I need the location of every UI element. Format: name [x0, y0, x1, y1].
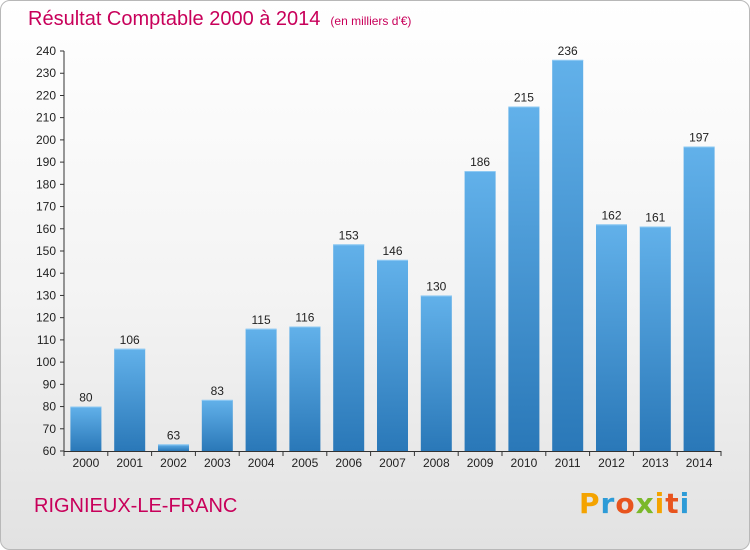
data-label: 161: [645, 211, 665, 225]
bar: [289, 326, 321, 451]
logo-letter: P: [579, 487, 601, 520]
logo-text: Proxiti: [579, 487, 690, 520]
x-tick-label: 2002: [160, 456, 187, 470]
bar: [333, 244, 365, 451]
y-tick-label: 170: [36, 200, 56, 214]
x-tick-label: 2014: [686, 456, 713, 470]
y-tick-label: 200: [36, 133, 56, 147]
data-label: 106: [120, 333, 140, 347]
y-tick-label: 240: [36, 44, 56, 58]
logo-letter: i: [679, 487, 691, 520]
data-label: 116: [295, 311, 314, 325]
y-tick-label: 160: [36, 222, 56, 236]
bar: [464, 171, 496, 451]
y-tick-label: 140: [36, 266, 56, 280]
bar: [639, 226, 671, 451]
x-tick-label: 2013: [642, 456, 669, 470]
data-label: 197: [689, 131, 709, 145]
y-tick-label: 70: [43, 422, 57, 436]
x-tick-label: 2000: [73, 456, 100, 470]
data-label: 186: [470, 155, 490, 169]
logo-letter: t: [665, 487, 680, 520]
bar: [552, 59, 584, 452]
bar: [508, 106, 540, 452]
bar: [158, 444, 189, 451]
y-tick-label: 220: [36, 88, 56, 102]
y-tick-label: 110: [37, 333, 56, 347]
bar: [420, 295, 452, 451]
x-tick-label: 2007: [379, 456, 406, 470]
data-label: 130: [426, 279, 446, 293]
logo-letter: o: [615, 487, 636, 520]
bar: [596, 224, 627, 451]
logo-letter: i: [654, 487, 666, 520]
x-tick-label: 2006: [335, 456, 362, 470]
bar: [683, 146, 715, 452]
data-label: 162: [601, 208, 621, 222]
data-label: 115: [252, 313, 271, 327]
data-label: 80: [79, 391, 93, 405]
chart-unit: (en milliers d'€): [330, 14, 412, 28]
data-label: 236: [558, 44, 578, 58]
bar: [70, 406, 102, 451]
x-tick-label: 2010: [511, 456, 538, 470]
y-tick-label: 80: [43, 400, 57, 414]
y-tick-label: 100: [36, 355, 56, 369]
y-tick-label: 190: [36, 155, 56, 169]
bar: [201, 399, 233, 451]
bar: [114, 348, 146, 451]
y-tick-label: 120: [36, 311, 56, 325]
x-tick-label: 2009: [467, 456, 494, 470]
x-tick-label: 2001: [116, 456, 143, 470]
data-label: 83: [211, 384, 225, 398]
logo-letter: x: [635, 487, 655, 520]
y-tick-label: 150: [36, 244, 56, 258]
proxiti-logo: Proxiti: [579, 487, 690, 520]
bar: [245, 328, 277, 451]
data-label: 215: [514, 91, 534, 105]
x-tick-label: 2008: [423, 456, 450, 470]
y-tick-label: 180: [36, 177, 56, 191]
x-tick-label: 2003: [204, 456, 231, 470]
x-tick-label: 2012: [598, 456, 625, 470]
y-tick-label: 60: [43, 444, 57, 458]
y-tick-label: 130: [36, 288, 56, 302]
data-label: 153: [339, 228, 359, 242]
x-tick-label: 2004: [248, 456, 275, 470]
x-tick-label: 2005: [292, 456, 319, 470]
bar: [377, 259, 408, 451]
town-name: RIGNIEUX-LE-FRANC: [34, 495, 238, 517]
logo-letter: r: [600, 487, 616, 520]
chart-title-text: Résultat Comptable 2000 à 2014: [28, 8, 321, 30]
data-label: 146: [382, 244, 402, 258]
y-tick-label: 230: [36, 66, 56, 80]
y-tick-label: 210: [36, 111, 56, 125]
y-tick-label: 90: [43, 377, 57, 391]
x-tick-label: 2011: [555, 456, 581, 470]
chart-title: Résultat Comptable 2000 à 2014 (en millie…: [28, 8, 411, 31]
data-label: 63: [167, 428, 181, 442]
